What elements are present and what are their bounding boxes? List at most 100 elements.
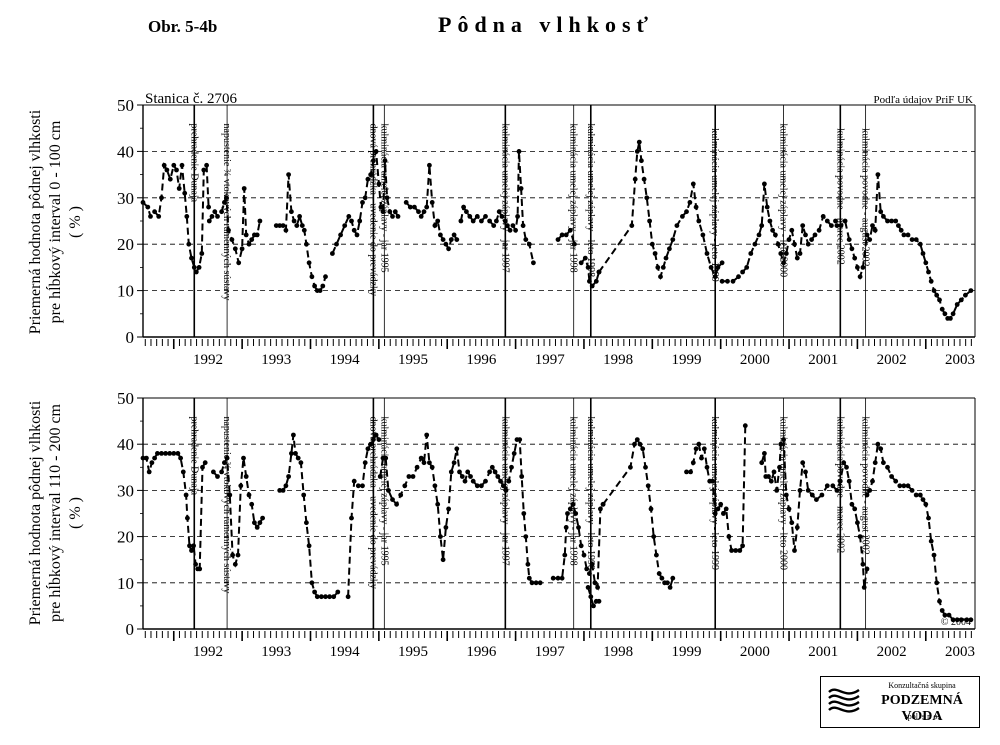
data-point (573, 511, 579, 516)
data-point (744, 265, 750, 270)
event-label: kulminácia umelej záplavy - jar 1998 (568, 124, 579, 273)
data-point (643, 464, 648, 470)
page-title: Pôdna vlhkosť (438, 12, 655, 37)
data-point (783, 251, 789, 256)
data-point (438, 534, 443, 539)
data-point (570, 501, 576, 507)
data-point (204, 162, 210, 168)
data-point (846, 478, 852, 484)
data-point (905, 232, 911, 238)
logo-line-1: Konzultačná skupina (888, 681, 956, 690)
data-point (199, 251, 205, 256)
data-point (872, 227, 878, 233)
data-point (515, 214, 520, 219)
data-point (723, 506, 729, 512)
data-point (222, 200, 227, 205)
data-point (171, 451, 177, 456)
data-point (946, 612, 952, 618)
data-point (696, 441, 702, 447)
figure-label: Obr. 5-4b (148, 17, 218, 36)
data-point (752, 241, 758, 247)
data-point (838, 223, 844, 229)
data-point (179, 162, 185, 168)
data-point (304, 241, 309, 247)
ylabel-line-1: Priemerná hodnota pôdnej vlhkosti (27, 109, 44, 334)
data-point (701, 446, 707, 452)
data-point (572, 241, 577, 247)
series-line (459, 204, 507, 228)
data-point (842, 218, 848, 224)
data-point (365, 176, 371, 182)
data-point (429, 200, 435, 205)
data-point (161, 162, 167, 168)
y-tick-label: 40 (117, 142, 134, 161)
data-point (526, 575, 532, 581)
data-point (632, 176, 638, 182)
data-point (346, 214, 352, 219)
event-label: napustenie ¾ vtokových ramenných sústavy (221, 124, 232, 301)
data-point (958, 297, 964, 303)
data-point (454, 237, 460, 243)
data-point (641, 176, 647, 182)
data-point (382, 158, 388, 164)
data-point (794, 525, 800, 530)
data-point (390, 214, 395, 219)
data-point (712, 274, 718, 280)
data-point (164, 167, 170, 173)
data-point (768, 478, 774, 484)
data-point (533, 580, 539, 586)
data-point (252, 520, 257, 526)
data-point (351, 478, 357, 484)
data-point (500, 483, 506, 489)
data-point (309, 580, 315, 586)
data-point (424, 204, 430, 210)
data-point (719, 260, 725, 266)
event-label: kulminácia umelej záplavy - leto 1999 (709, 128, 720, 282)
x-year-label: 1997 (535, 644, 566, 660)
data-point (644, 195, 650, 201)
data-point (555, 237, 561, 243)
x-year-label: 2000 (740, 352, 770, 368)
data-point (435, 218, 441, 224)
data-point (438, 232, 443, 238)
data-point (398, 492, 404, 498)
data-point (159, 195, 164, 201)
data-point (733, 548, 739, 553)
data-point (440, 557, 446, 563)
data-point (446, 246, 451, 252)
data-point (584, 566, 590, 572)
data-point (565, 511, 570, 516)
data-point (334, 241, 339, 247)
event-label: kulminácia umelej záplavy - leto 2000 (778, 124, 789, 278)
data-point (215, 474, 220, 479)
data-point (699, 455, 704, 461)
data-point (789, 520, 795, 526)
data-point (243, 474, 249, 479)
data-point (656, 571, 662, 576)
data-point (491, 223, 497, 229)
data-point (301, 492, 307, 498)
data-point (280, 488, 286, 493)
data-point (239, 246, 245, 252)
data-point (897, 483, 903, 489)
data-point (789, 227, 795, 233)
data-point (286, 172, 291, 178)
data-point (390, 497, 395, 502)
data-point (737, 548, 743, 553)
data-point (435, 501, 441, 507)
data-point (770, 227, 775, 233)
data-point (917, 492, 923, 498)
x-year-label: 1994 (330, 644, 361, 660)
series-line (279, 434, 339, 598)
y-tick-label: 10 (117, 282, 134, 301)
data-point (628, 464, 633, 470)
data-point (513, 227, 518, 233)
data-point (459, 474, 465, 479)
data-point (680, 214, 685, 219)
data-point (885, 218, 890, 224)
data-point (238, 483, 244, 489)
y-tick-label: 30 (117, 481, 134, 500)
series-line (276, 174, 327, 292)
event-label: kulminácia povodne - marec 2002 (834, 128, 845, 265)
data-point (429, 464, 435, 470)
